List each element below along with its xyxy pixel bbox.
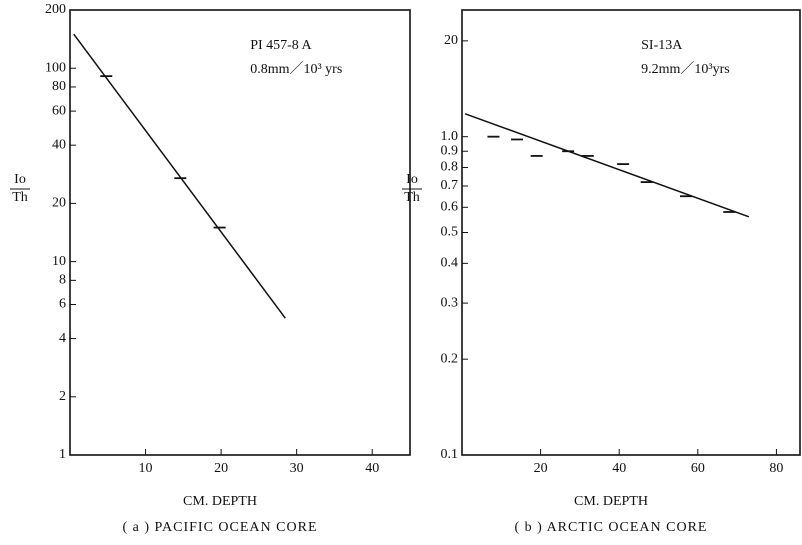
y-tick-label: 20: [444, 33, 458, 48]
y-tick-label: 0.3: [441, 295, 459, 310]
x-tick-label: 10: [139, 461, 153, 476]
y-label: Io: [14, 172, 26, 187]
x-tick-label: 20: [534, 461, 548, 476]
annotation: PI 457-8 A: [250, 38, 312, 53]
caption: ( a ) PACIFIC OCEAN CORE: [123, 520, 318, 535]
x-tick-label: 40: [365, 461, 379, 476]
annotation: 0.8mm／10³ yrs: [250, 61, 342, 77]
caption: ( b ) ARCTIC OCEAN CORE: [515, 520, 708, 535]
y-tick-label: 0.6: [441, 200, 459, 215]
y-tick-label: 20: [52, 196, 66, 211]
annotation: 9.2mm／10³yrs: [641, 61, 730, 77]
y-label: Th: [404, 190, 420, 205]
y-tick-label: 1: [59, 447, 66, 462]
y-tick-label: 8: [59, 273, 66, 288]
y-tick-label: 1.0: [441, 129, 459, 144]
fit-line: [73, 33, 286, 319]
y-label: Io: [406, 172, 418, 187]
y-tick-label: 80: [52, 79, 66, 94]
plot-frame: [69, 9, 411, 456]
y-tick-label: 0.7: [441, 178, 459, 193]
y-label: Th: [12, 190, 28, 205]
y-tick-label: 0.9: [441, 143, 459, 158]
y-tick-label: 4: [59, 331, 66, 346]
x-tick-label: 20: [214, 461, 228, 476]
y-tick-label: 200: [45, 2, 66, 17]
x-tick-label: 80: [769, 461, 783, 476]
x-tick-label: 30: [290, 461, 304, 476]
x-tick-label: 60: [691, 461, 705, 476]
y-tick-label: 0.5: [441, 225, 459, 240]
y-tick-label: 6: [59, 297, 66, 312]
x-tick-label: 40: [612, 461, 626, 476]
y-tick-label: 10: [52, 254, 66, 269]
y-tick-label: 2: [59, 389, 66, 404]
y-tick-label: 100: [45, 60, 66, 75]
plot-frame: [461, 9, 801, 456]
y-tick-label: 60: [52, 103, 66, 118]
x-label: CM. DEPTH: [574, 494, 648, 509]
y-tick-label: 40: [52, 137, 66, 152]
y-tick-label: 0.8: [441, 160, 459, 175]
x-label: CM. DEPTH: [183, 494, 257, 509]
y-tick-label: 0.4: [441, 256, 459, 271]
fit-line: [464, 113, 750, 218]
y-tick-label: 0.2: [441, 351, 459, 366]
y-tick-label: 0.1: [441, 447, 459, 462]
annotation: SI-13A: [641, 38, 683, 53]
